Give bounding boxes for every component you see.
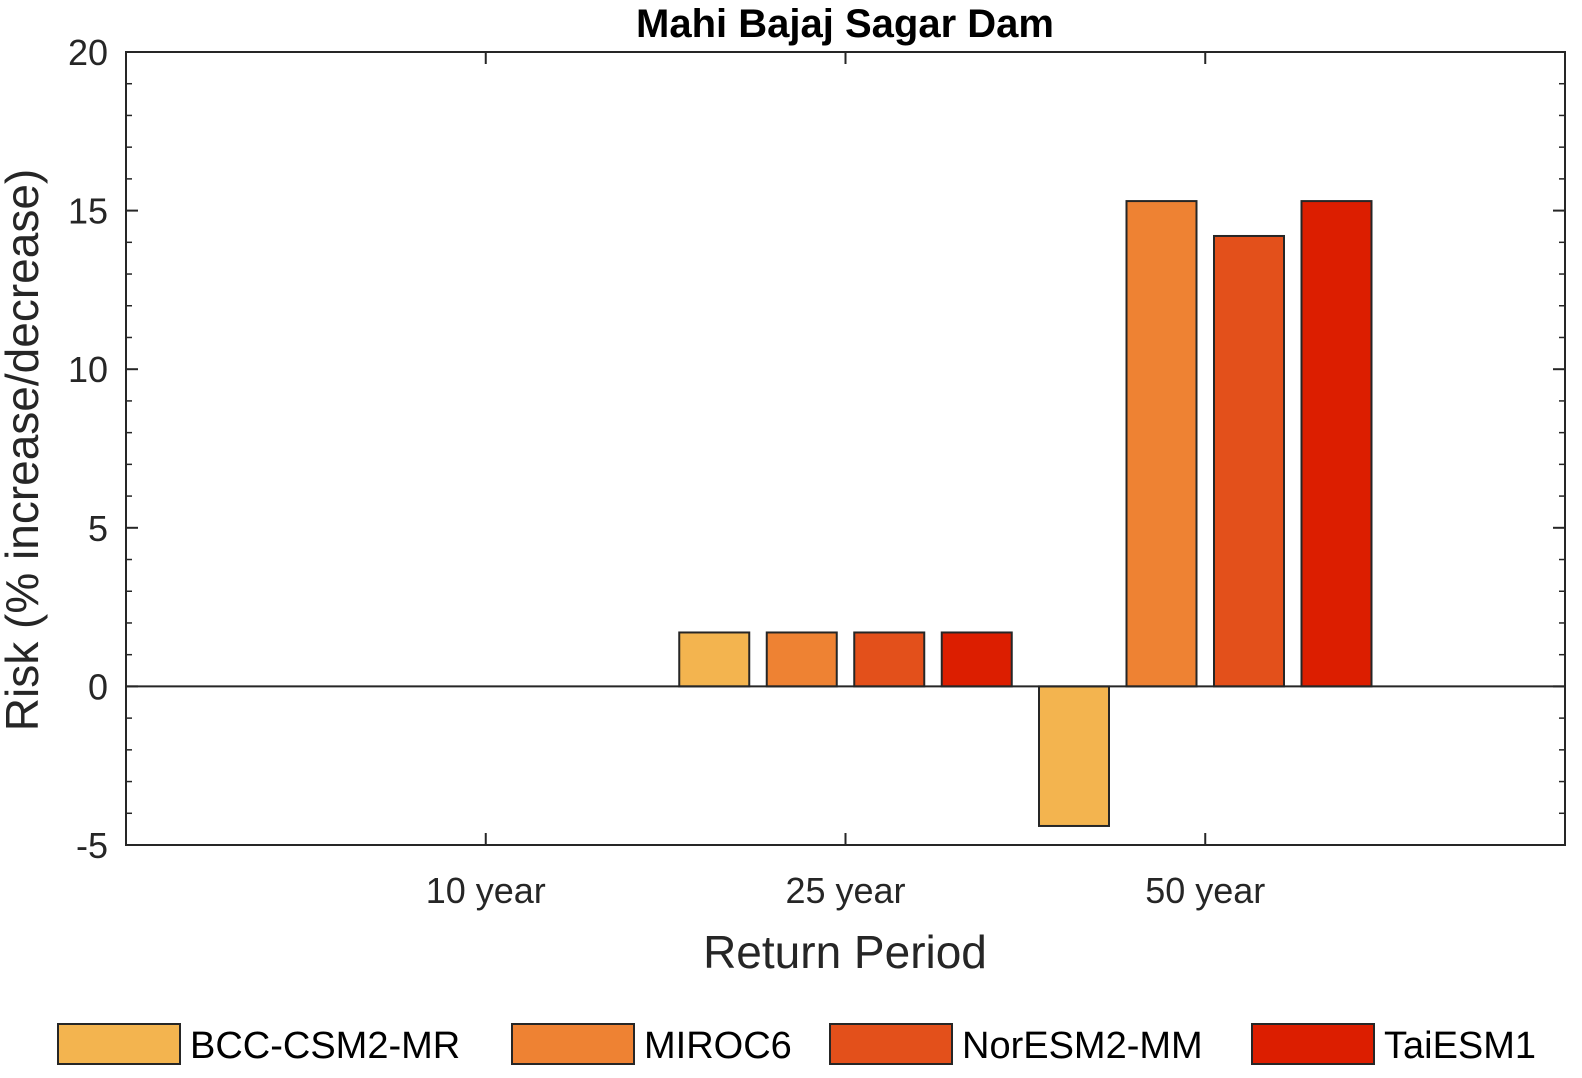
legend-swatch (829, 1023, 953, 1065)
legend-label: NorESM2-MM (962, 1025, 1203, 1067)
y-tick-label: 20 (68, 32, 108, 73)
legend: BCC-CSM2-MR MIROC6 NorESM2-MM TaiESM1 (57, 1023, 1536, 1067)
x-axis-label: Return Period (703, 926, 987, 978)
legend-label: TaiESM1 (1384, 1025, 1536, 1067)
y-tick-label: 0 (88, 666, 108, 707)
legend-label: BCC-CSM2-MR (190, 1025, 460, 1067)
x-axis-ticks: 10 year 25 year 50 year (426, 52, 1265, 911)
y-axis-ticks: -5 0 5 10 15 20 (68, 32, 1565, 866)
plot-area: -5 0 5 10 15 20 10 year 25 year 50 year (68, 32, 1566, 911)
y-tick-label: -5 (76, 825, 108, 866)
x-tick-label: 25 year (785, 870, 905, 911)
bar-bcc-csm2-mr-50-year (1038, 685, 1110, 827)
y-tick-label: 10 (68, 349, 108, 390)
y-tick-label: 15 (68, 191, 108, 232)
y-axis-label: Risk (% increase/decrease) (0, 169, 48, 731)
x-tick-label: 10 year (426, 870, 546, 911)
legend-swatch (57, 1023, 181, 1065)
bar-taiesm1-50-year (1300, 200, 1373, 688)
bar-noresm2-mm-25-year (853, 631, 926, 688)
bar-noresm2-mm-50-year (1213, 234, 1285, 688)
y-tick-label: 5 (88, 508, 108, 549)
chart-title: Mahi Bajaj Sagar Dam (636, 2, 1054, 46)
bar-miroc6-50-year (1125, 200, 1198, 688)
bar-taiesm1-25-year (940, 631, 1013, 688)
x-tick-label: 50 year (1145, 870, 1265, 911)
legend-label: MIROC6 (644, 1025, 792, 1067)
bars (678, 200, 1373, 827)
legend-swatch (1251, 1023, 1375, 1065)
legend-swatch (511, 1023, 635, 1065)
bar-bcc-csm2-mr-25-year (678, 631, 751, 688)
bar-miroc6-25-year (765, 631, 838, 688)
